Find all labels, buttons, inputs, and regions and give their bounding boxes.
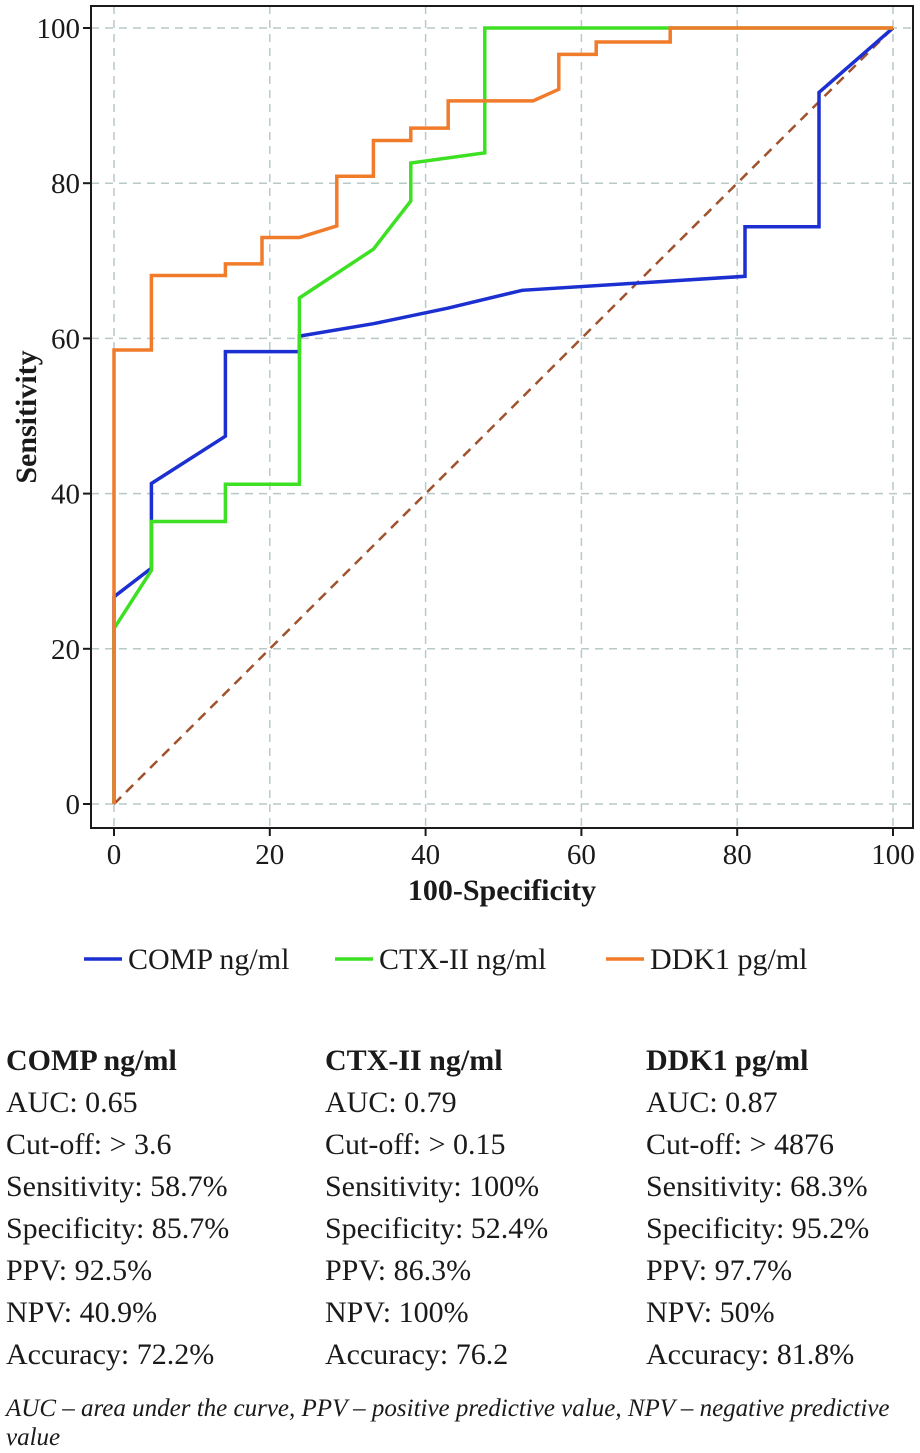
x-tick-label: 100 (871, 839, 915, 871)
stat-ppv: PPV: 97.7% (646, 1254, 793, 1287)
stat-accuracy: Accuracy: 72.2% (6, 1338, 215, 1371)
stat-specificity: Specificity: 52.4% (325, 1212, 549, 1245)
y-tick-label: 20 (51, 634, 80, 666)
stat-sensitivity: Sensitivity: 58.7% (6, 1170, 228, 1203)
stat-accuracy: Accuracy: 76.2 (325, 1338, 509, 1371)
x-tick-labels: 0 20 40 60 80 100 (107, 828, 915, 871)
stat-accuracy: Accuracy: 81.8% (646, 1338, 855, 1371)
stat-specificity: Specificity: 85.7% (6, 1212, 230, 1245)
stats-column-comp: COMP ng/ml AUC: 0.65 Cut-off: > 3.6 Sens… (6, 1040, 229, 1376)
y-tick-label: 0 (66, 789, 81, 821)
stats-title: DDK1 pg/ml (646, 1044, 809, 1077)
x-axis-title: 100-Specificity (408, 874, 596, 907)
series-layer (112, 26, 895, 805)
stat-cutoff: Cut-off: > 4876 (646, 1128, 835, 1161)
series-line-1 (112, 26, 893, 804)
series-line-2 (112, 26, 893, 804)
y-tick-label: 40 (51, 479, 80, 511)
reference-diagonal-line (113, 27, 894, 805)
stat-npv: NPV: 50% (646, 1296, 775, 1329)
footnote: AUC – area under the curve, PPV – positi… (6, 1395, 890, 1451)
stat-cutoff: Cut-off: > 0.15 (325, 1128, 506, 1161)
stat-auc: AUC: 0.87 (646, 1086, 778, 1119)
stat-ppv: PPV: 86.3% (325, 1254, 472, 1287)
stat-npv: NPV: 40.9% (6, 1296, 158, 1329)
y-tick-label: 60 (51, 323, 80, 355)
stat-auc: AUC: 0.65 (6, 1086, 138, 1119)
x-tick-label: 60 (567, 839, 596, 871)
stat-npv: NPV: 100% (325, 1296, 469, 1329)
legend-label: CTX-II ng/ml (379, 943, 546, 976)
stat-ppv: PPV: 92.5% (6, 1254, 153, 1287)
stat-sensitivity: Sensitivity: 68.3% (646, 1170, 868, 1203)
stats-column-ctx-ii: CTX-II ng/ml AUC: 0.79 Cut-off: > 0.15 S… (325, 1040, 548, 1376)
x-tick-label: 80 (723, 839, 752, 871)
legend: COMP ng/ml CTX-II ng/ml DDK1 pg/ml (84, 943, 808, 976)
y-axis-title: Sensitivity (10, 350, 43, 483)
y-tick-labels: 0 20 40 60 80 100 (37, 13, 91, 821)
stat-auc: AUC: 0.79 (325, 1086, 457, 1119)
x-tick-label: 0 (107, 839, 122, 871)
stats-title: COMP ng/ml (6, 1044, 177, 1077)
x-tick-label: 20 (255, 839, 284, 871)
legend-label: COMP ng/ml (128, 943, 289, 976)
stat-specificity: Specificity: 95.2% (646, 1212, 870, 1245)
y-tick-label: 100 (37, 13, 81, 45)
stats-panel: COMP ng/ml AUC: 0.65 Cut-off: > 3.6 Sens… (0, 1040, 920, 1380)
stats-column-ddk1: DDK1 pg/ml AUC: 0.87 Cut-off: > 4876 Sen… (646, 1040, 869, 1376)
roc-chart: 0 20 40 60 80 100 0 20 40 60 80 100 100-Specificit… (10, 5, 915, 976)
plot-frame (90, 5, 914, 829)
legend-label: DDK1 pg/ml (650, 943, 808, 976)
stat-sensitivity: Sensitivity: 100% (325, 1170, 540, 1203)
y-tick-label: 80 (51, 168, 80, 200)
stats-title: CTX-II ng/ml (325, 1044, 503, 1077)
x-tick-label: 40 (411, 839, 440, 871)
stat-cutoff: Cut-off: > 3.6 (6, 1128, 172, 1161)
